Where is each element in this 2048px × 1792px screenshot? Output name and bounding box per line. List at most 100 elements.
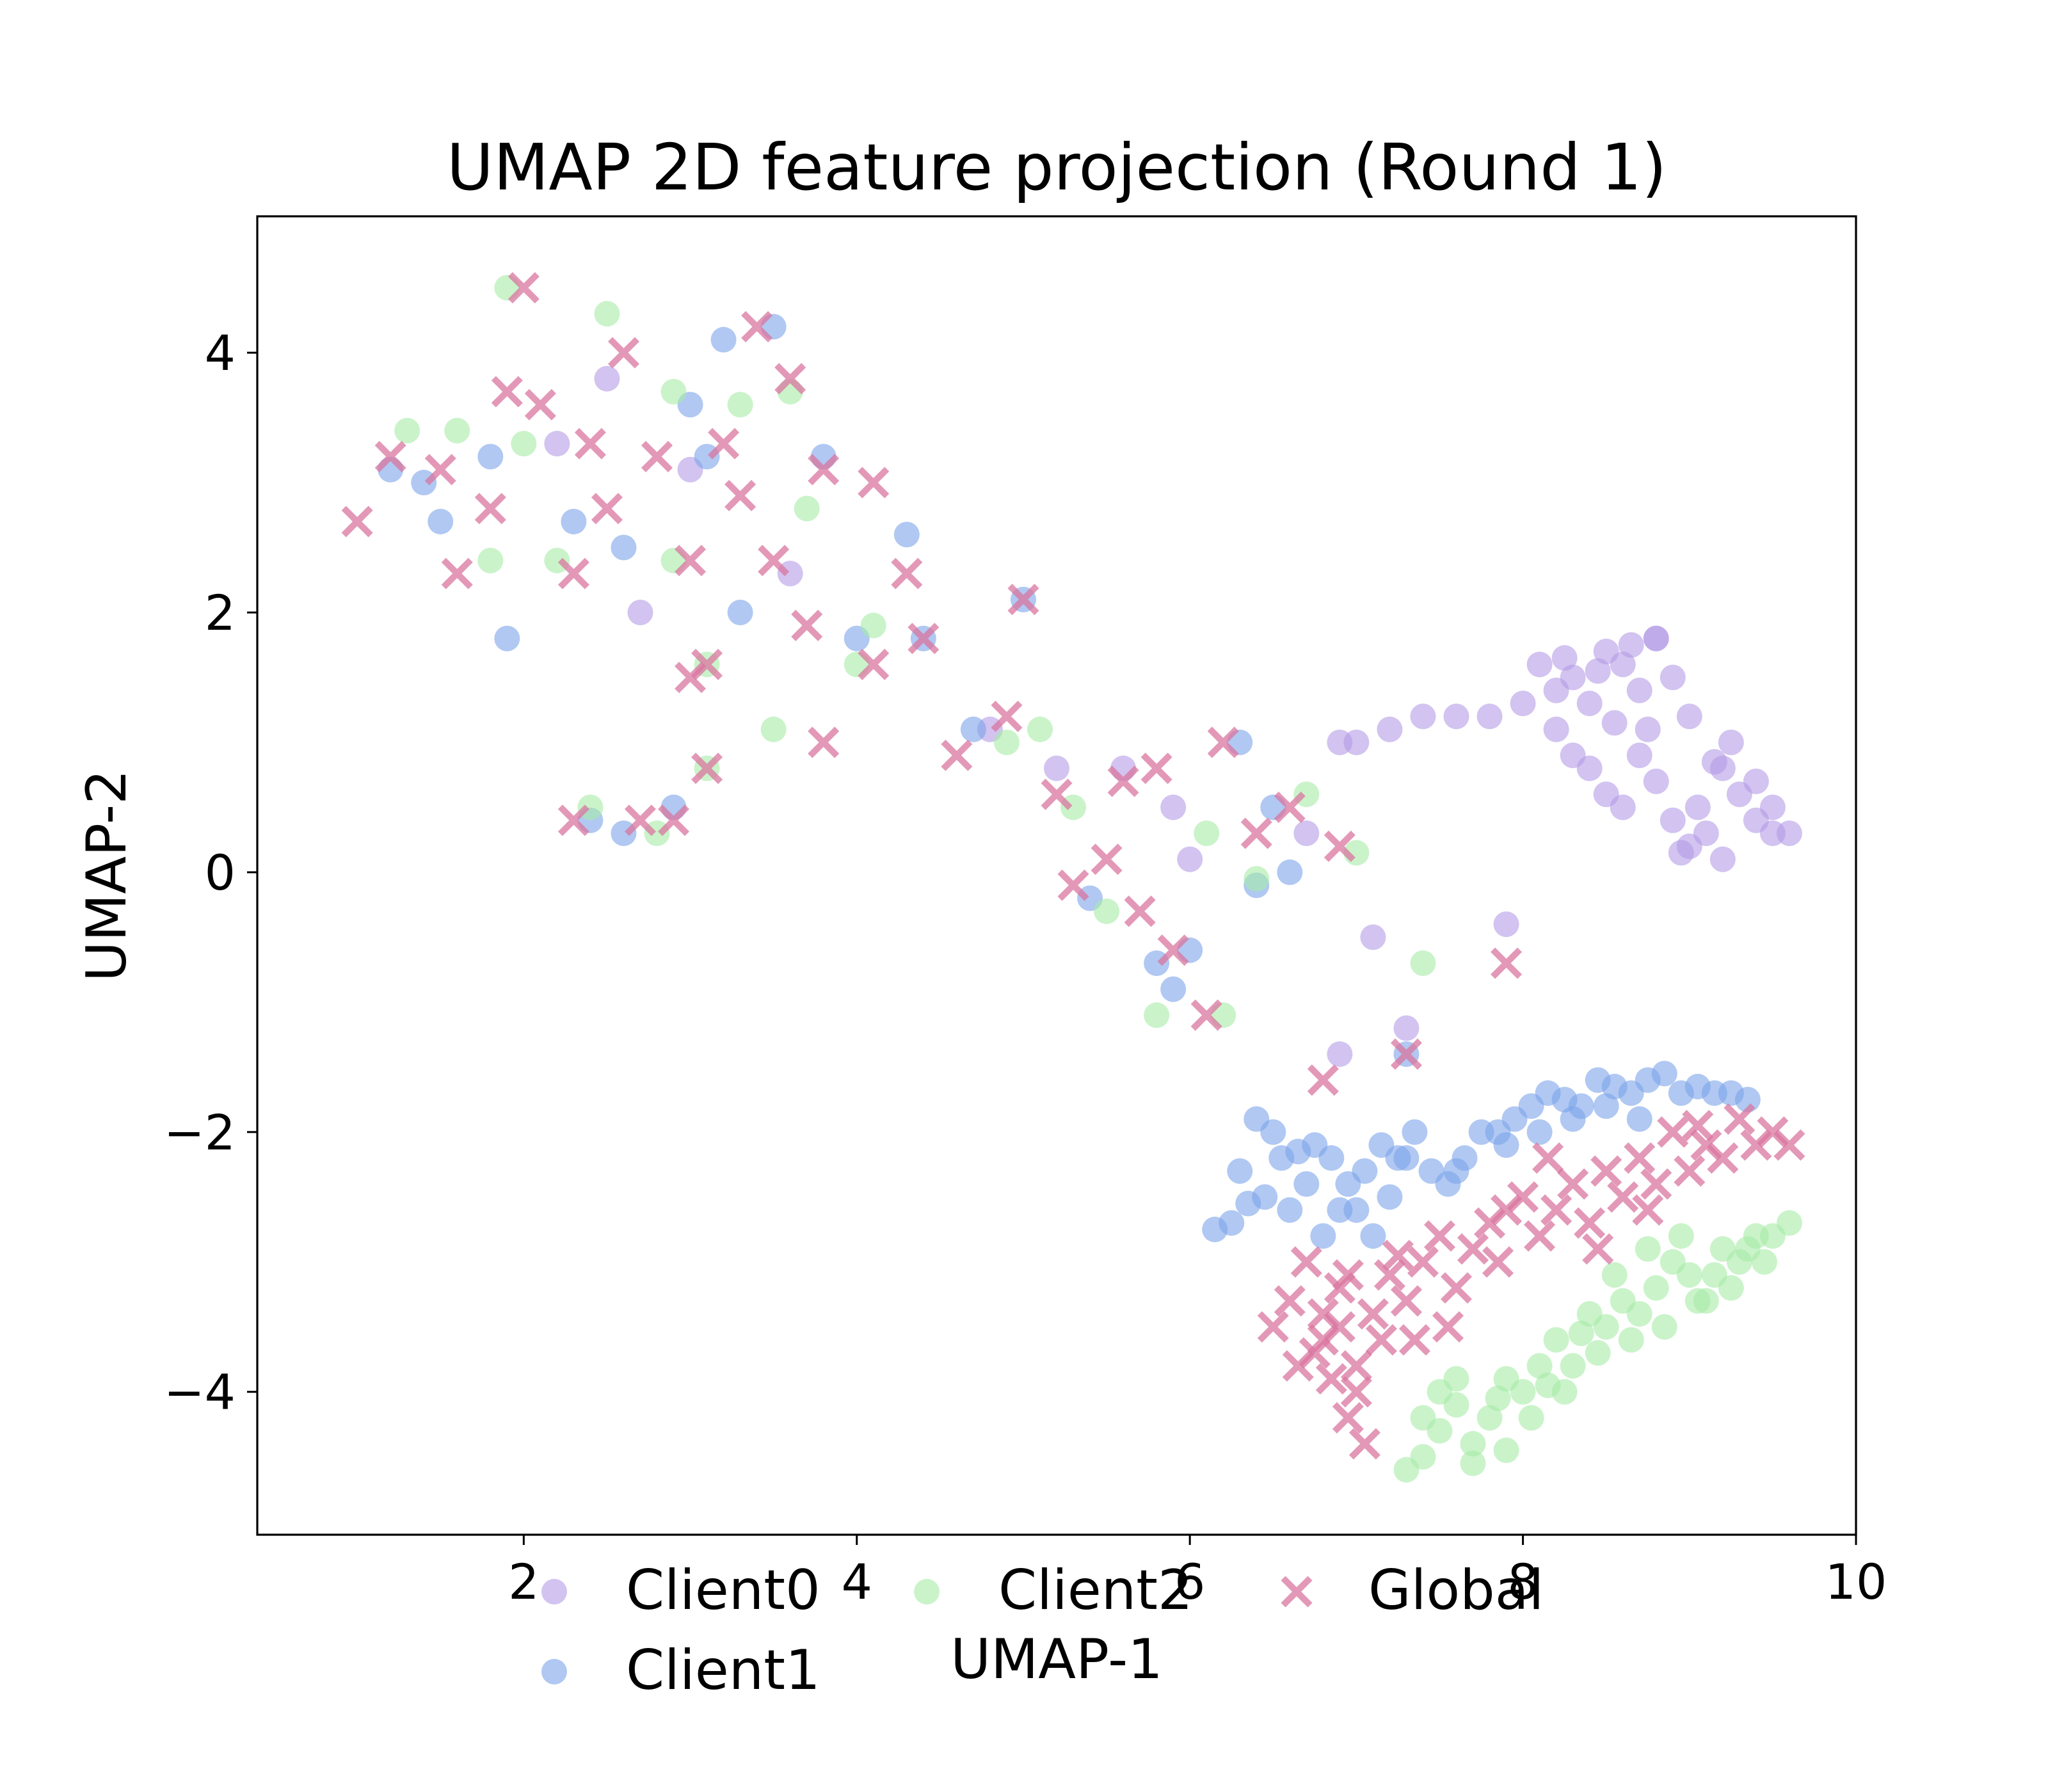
point-global-28 (1624, 1142, 1656, 1174)
point-global-12 (1282, 1350, 1314, 1382)
point-client0-28 (1410, 703, 1436, 730)
point-global-68 (524, 388, 556, 420)
point-client1-40 (1493, 1132, 1519, 1158)
point-client0-58 (1160, 794, 1187, 820)
point-client1-53 (561, 508, 587, 534)
point-client2-15 (1643, 1275, 1669, 1301)
legend-marker-client2 (914, 1579, 940, 1604)
point-client2-9 (1543, 1327, 1569, 1353)
point-global-48 (1307, 1298, 1339, 1330)
point-client0-16 (1643, 768, 1669, 794)
point-global-45 (1682, 1110, 1714, 1142)
point-client0-27 (1443, 703, 1469, 730)
point-client2-4 (1460, 1430, 1486, 1457)
point-global-98 (1140, 753, 1172, 785)
point-global-87 (341, 506, 373, 538)
legend-item-client1: Client1 (541, 1638, 820, 1702)
point-global-43 (1582, 1233, 1614, 1265)
point-global-26 (1590, 1155, 1622, 1187)
point-global-9 (1332, 1402, 1364, 1434)
point-client0-40 (1551, 645, 1578, 671)
point-client1-35 (1277, 1197, 1303, 1223)
point-client2-40 (1635, 1236, 1661, 1262)
point-global-63 (791, 609, 823, 641)
point-client0-3 (1576, 691, 1603, 717)
point-client0-8 (1660, 664, 1686, 691)
point-client1-65 (960, 716, 986, 742)
y-tick-label-2: 0 (205, 844, 236, 901)
point-client0-6 (1626, 677, 1652, 703)
point-global-89 (1107, 765, 1139, 797)
point-client0-26 (1476, 703, 1503, 730)
point-global-62 (774, 363, 806, 395)
point-global-77 (1124, 895, 1156, 927)
point-global-40 (1432, 1311, 1464, 1343)
point-client0-31 (1327, 729, 1353, 755)
x-tick-label-3: 8 (1507, 1553, 1538, 1610)
point-global-88 (374, 440, 406, 473)
point-global-6 (1357, 1298, 1389, 1330)
point-global-65 (858, 648, 890, 680)
point-client1-1 (1219, 1210, 1245, 1236)
point-client2-64 (1244, 866, 1270, 892)
point-global-23 (1540, 1194, 1572, 1226)
point-client0-2 (1560, 664, 1586, 691)
point-global-31 (1674, 1155, 1706, 1187)
point-global-14 (1390, 1285, 1422, 1317)
point-client2-26 (1493, 1437, 1519, 1464)
point-client1-39 (1443, 1158, 1469, 1184)
legend-label-global: Global (1368, 1558, 1544, 1622)
point-client2-32 (1684, 1288, 1711, 1314)
point-global-18 (1457, 1233, 1489, 1265)
point-global-57 (675, 545, 707, 577)
point-client2-8 (1526, 1353, 1553, 1379)
point-global-54 (574, 428, 606, 460)
point-client2-44 (1410, 1405, 1436, 1431)
point-client0-23 (1759, 794, 1786, 820)
point-client0-48 (544, 431, 570, 457)
chart-title: UMAP 2D feature projection (Round 1) (447, 130, 1667, 205)
point-global-96 (1057, 869, 1089, 901)
point-global-59 (708, 428, 740, 460)
point-client0-37 (1635, 716, 1661, 742)
legend-item-client0: Client0 (541, 1558, 820, 1622)
legend-item-client2: Client2 (914, 1558, 1193, 1622)
point-global-0 (1257, 1311, 1289, 1343)
point-global-80 (1240, 817, 1272, 849)
point-global-79 (1190, 999, 1222, 1031)
point-client2-35 (1443, 1366, 1469, 1392)
point-client0-36 (1684, 794, 1711, 820)
point-global-70 (657, 804, 690, 836)
legend-marker-client0 (541, 1579, 567, 1604)
point-client1-52 (477, 444, 504, 470)
point-global-82 (1324, 830, 1356, 862)
point-client0-49 (627, 600, 653, 626)
point-client1-33 (1227, 1158, 1253, 1184)
point-client2-46 (444, 417, 470, 444)
point-client2-41 (1668, 1223, 1694, 1249)
point-client1-7 (1318, 1145, 1345, 1171)
point-client0-17 (1660, 807, 1686, 833)
point-global-24 (1557, 1168, 1589, 1200)
point-global-2 (1290, 1246, 1322, 1278)
point-client2-59 (993, 729, 1020, 755)
point-client2-42 (1701, 1262, 1727, 1288)
point-client1-69 (1160, 976, 1187, 1002)
legend: Client0 Client1 Client2 Global (541, 1558, 1544, 1702)
point-global-37 (1773, 1129, 1805, 1161)
legend-item-global: Global (1281, 1558, 1544, 1622)
y-axis-label: UMAP-2 (75, 769, 139, 982)
point-global-8 (1315, 1363, 1347, 1395)
point-global-81 (1274, 791, 1306, 823)
legend-label-client0: Client0 (626, 1558, 820, 1622)
point-global-38 (1365, 1324, 1397, 1356)
point-client1-42 (1560, 1106, 1586, 1132)
point-client1-32 (1734, 1087, 1761, 1113)
point-client2-7 (1510, 1379, 1536, 1405)
point-global-97 (1207, 726, 1239, 758)
point-client2-72 (860, 612, 886, 639)
point-global-53 (557, 557, 589, 589)
y-tick-label-1: 2 (205, 584, 236, 641)
y-tick-label-3: −2 (164, 1104, 236, 1161)
